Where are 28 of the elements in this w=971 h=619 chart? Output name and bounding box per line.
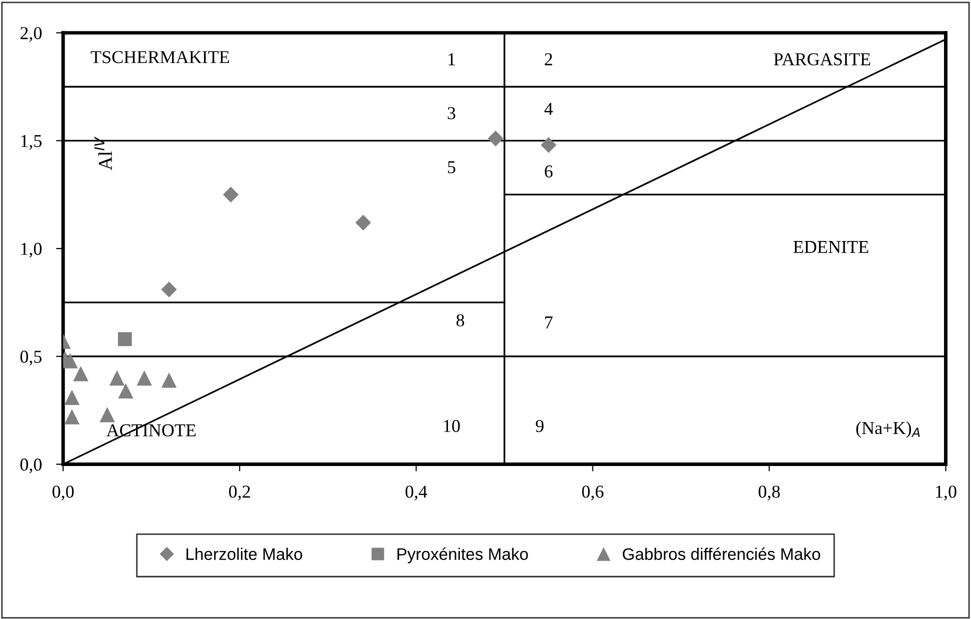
legend-label: Gabbros différenciés Mako xyxy=(622,548,820,560)
y-tick-label: 1,5 xyxy=(21,135,42,150)
legend-label: Lherzolite Mako xyxy=(186,548,302,560)
y-tick-label: 0,0 xyxy=(20,458,42,474)
annotation: EDENITE xyxy=(793,241,868,253)
annotation: TSCHERMAKITE xyxy=(90,51,230,64)
annotation: 10 xyxy=(444,420,460,432)
annotation: 7 xyxy=(545,316,553,328)
y-tick-label: 1,0 xyxy=(21,242,42,258)
x-tick-label: 0,2 xyxy=(229,486,250,500)
x-axis-title: (Na+K)$_{A}$ xyxy=(856,421,920,438)
x-tick-label: 0,0 xyxy=(52,486,74,500)
annotation: PARGASITE xyxy=(774,53,870,66)
legend-label: Pyroxénites Mako xyxy=(398,548,528,564)
x-tick-label: 0,6 xyxy=(582,486,604,500)
annotation: 1 xyxy=(448,53,455,66)
annotation: 3 xyxy=(448,107,456,120)
y-tick-label: 2,0 xyxy=(20,27,42,42)
y-tick-label: 0,5 xyxy=(20,350,42,366)
annotation: 4 xyxy=(544,102,553,115)
annotation: 6 xyxy=(544,165,553,178)
x-tick-label: 1,0 xyxy=(936,486,956,500)
annotation: 8 xyxy=(456,314,464,326)
annotation: 2 xyxy=(544,53,552,66)
annotation: 5 xyxy=(448,161,456,174)
x-tick-label: 0,8 xyxy=(758,486,780,500)
x-tick-label: 0,4 xyxy=(406,486,428,500)
annotation: 9 xyxy=(536,420,544,432)
